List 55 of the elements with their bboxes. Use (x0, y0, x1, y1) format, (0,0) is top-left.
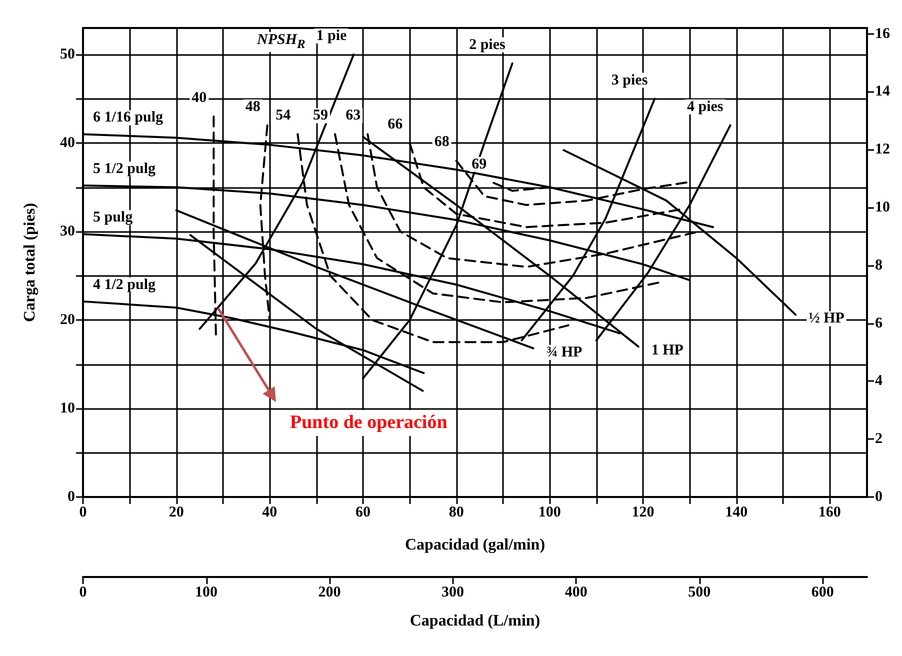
series-label: 48 (245, 98, 260, 115)
series-label: 68 (434, 134, 450, 150)
x-axis-title: Capacidad (gal/min) (404, 536, 546, 554)
y2-tick-label: 6 (875, 315, 883, 332)
y-tick-label: 20 (60, 312, 75, 328)
series-label: 63 (346, 108, 361, 124)
y2-tick-label: 8 (875, 257, 882, 274)
x-tick-label: 80 (448, 504, 464, 520)
y2-tick-label: 2 (875, 431, 882, 448)
x2-tick-label: 0 (79, 584, 87, 600)
x2-tick-label: 300 (442, 584, 464, 600)
y-tick-label: 0 (68, 489, 75, 505)
y2-tick-label: 0 (875, 489, 882, 505)
series-label: 3 pies (611, 72, 648, 88)
y-tick-label: 40 (60, 135, 75, 152)
annotation: NPSH$_{R}$ (254, 32, 308, 52)
x-tick-label: 160 (818, 504, 841, 520)
series-label: 4 pies (687, 98, 724, 115)
x-tick-label: 40 (262, 504, 278, 520)
x2-axis-title: Capacidad (L/min) (410, 612, 540, 630)
series-label: 54 (276, 108, 292, 124)
x2-tick-label: 500 (688, 584, 711, 600)
x-tick-label: 100 (538, 504, 561, 520)
y-tick-label: 30 (60, 224, 75, 240)
y2-tick-label: 14 (875, 84, 890, 100)
x-tick-label: 20 (168, 504, 184, 520)
series-label: 59 (313, 108, 328, 124)
x-tick-label: 120 (632, 504, 654, 520)
x-tick-label: 0 (79, 504, 87, 520)
series-label: 5 pulg (93, 210, 134, 226)
series-label: 6 1/16 pulg (93, 110, 164, 126)
series-label: 4 1/2 pulg (93, 276, 156, 293)
series-label: ¾ HP (546, 344, 582, 360)
series-label: 5 1/2 pulg (93, 161, 156, 178)
series-label: 2 pies (469, 36, 506, 53)
x2-tick-label: 100 (195, 584, 218, 600)
series-label: 1 pie (316, 28, 348, 44)
x2-tick-label: 600 (811, 584, 834, 600)
x-tick-label: 140 (725, 504, 748, 520)
x-tick-label: 60 (356, 504, 370, 520)
y2-tick-label: 12 (875, 142, 890, 158)
y2-tick-label: 10 (875, 199, 890, 216)
x2-tick-label: 200 (318, 584, 341, 600)
series-label: 1 HP (651, 342, 684, 359)
x2-tick-label: 400 (564, 584, 588, 600)
y-axis-title: Carga total (pies) (22, 202, 38, 322)
y2-tick-label: 16 (875, 26, 890, 42)
series-label: 40 (192, 90, 207, 106)
y-tick-label: 50 (60, 46, 75, 63)
y-tick-label: 10 (60, 400, 75, 417)
series-label: 66 (388, 116, 404, 133)
annotation: Punto de operación (284, 410, 454, 436)
y2-tick-label: 4 (875, 373, 883, 390)
series-label: 69 (472, 156, 487, 172)
series-label: ½ HP (808, 310, 844, 327)
